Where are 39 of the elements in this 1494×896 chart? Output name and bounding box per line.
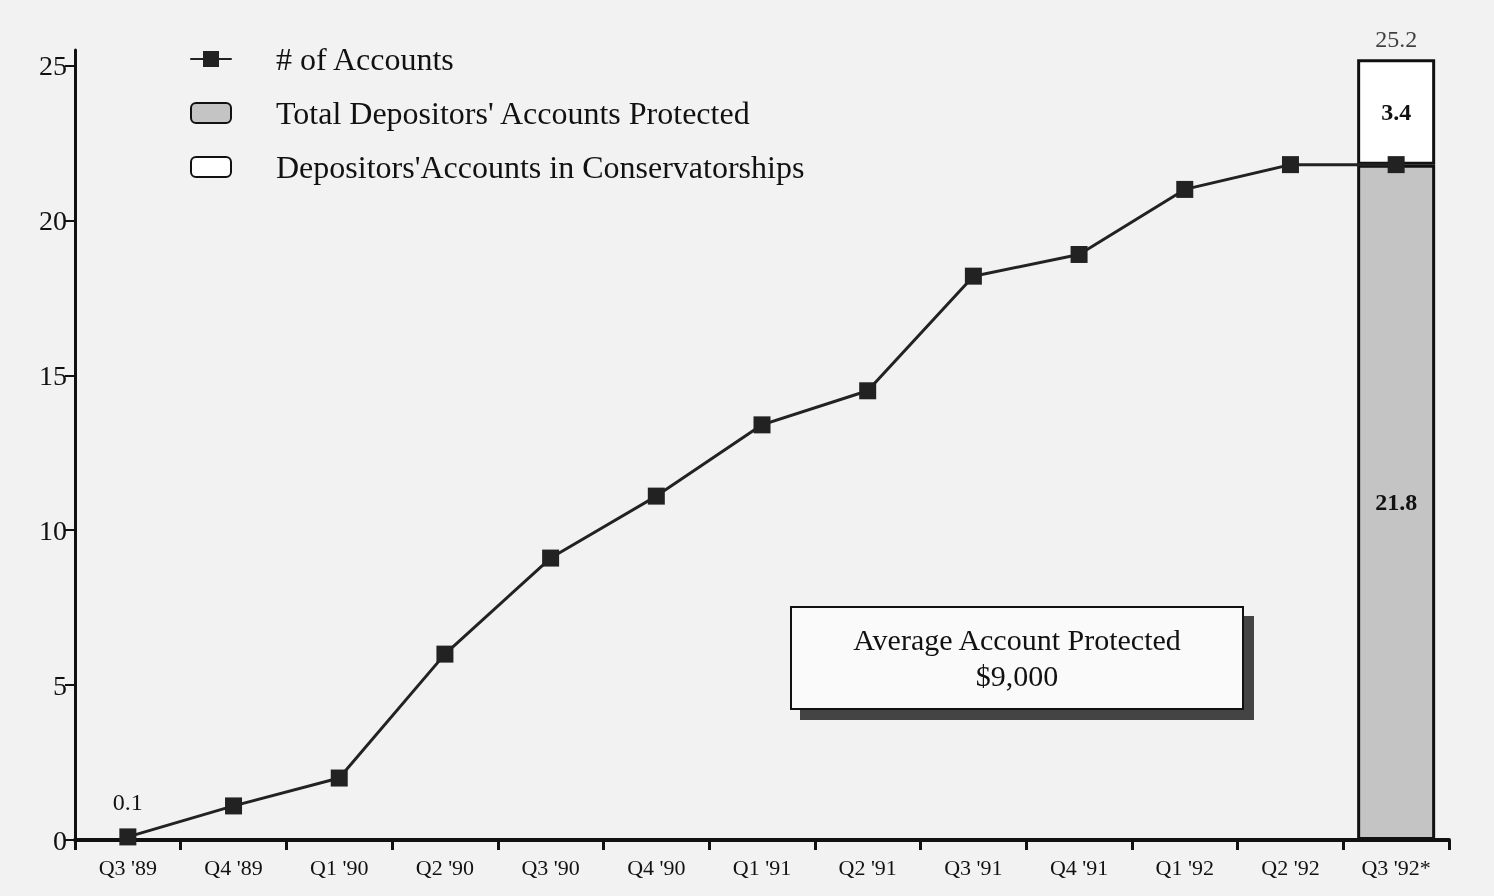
legend-label: # of Accounts — [276, 41, 454, 77]
point — [119, 828, 137, 846]
x-tick-label: Q2 '91 — [838, 854, 897, 880]
y-tick-label: 25 — [39, 49, 67, 81]
x-tick-label: Q3 '92* — [1361, 854, 1431, 880]
point — [436, 645, 454, 663]
point — [1387, 156, 1405, 174]
y-tick-label: 0 — [53, 824, 67, 856]
point — [859, 382, 877, 400]
data-label: 0.1 — [112, 789, 143, 816]
x-tick-label: Q1 '92 — [1155, 854, 1214, 880]
x-tick-label: Q4 '89 — [204, 854, 263, 880]
x-tick-label: Q3 '89 — [98, 854, 158, 880]
point — [1281, 156, 1299, 174]
point — [1176, 180, 1194, 198]
point — [542, 549, 560, 567]
point — [1070, 245, 1088, 263]
y-tick-label: 15 — [39, 359, 67, 391]
y-tick-label: 10 — [39, 514, 67, 546]
legend-label: Total Depositors' Accounts Protected — [276, 95, 750, 131]
point — [330, 769, 348, 787]
legend-label: Depositors'Accounts in Conservatorships — [276, 149, 805, 185]
x-tick-label: Q2 '92 — [1261, 854, 1320, 880]
x-tick-label: Q3 '90 — [521, 854, 580, 880]
point — [753, 416, 771, 434]
x-tick-label: Q1 '90 — [310, 854, 369, 880]
y-tick-label: 5 — [53, 669, 67, 701]
x-tick-label: Q3 '91 — [944, 854, 1003, 880]
point — [964, 267, 982, 285]
x-tick-label: Q4 '90 — [627, 854, 686, 880]
point — [647, 487, 665, 505]
data-label: 3.4 — [1381, 98, 1412, 125]
total-label: 25.2 — [1375, 26, 1418, 53]
x-tick-label: Q2 '90 — [415, 854, 475, 880]
x-tick-label: Q1 '91 — [732, 854, 792, 880]
x-tick-label: Q4 '91 — [1049, 854, 1109, 880]
data-label: 21.8 — [1375, 489, 1418, 516]
y-tick-label: 20 — [39, 204, 67, 236]
point — [225, 797, 243, 815]
